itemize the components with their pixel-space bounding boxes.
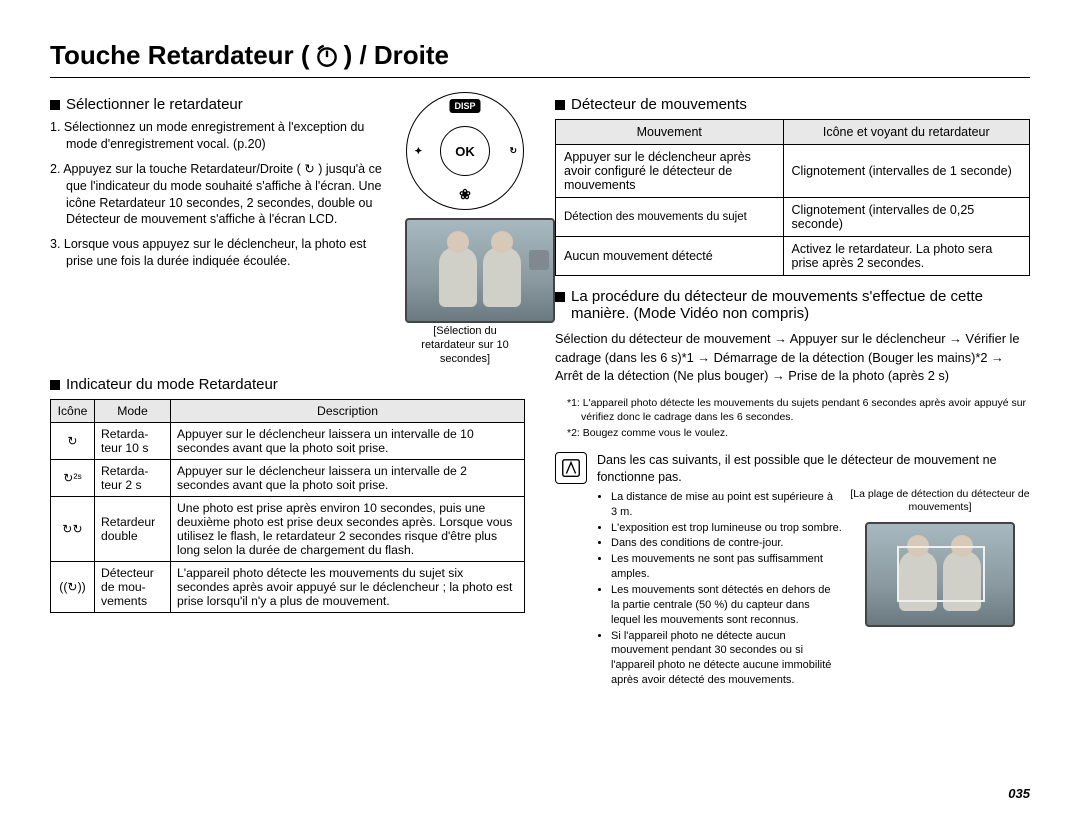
- bullet: Dans des conditions de contre-jour.: [611, 536, 842, 551]
- table-row: Détection des mouvements du sujet Cligno…: [556, 198, 1030, 237]
- mode-desc: Appuyer sur le déclencheur laissera un i…: [171, 423, 525, 460]
- mode-name: Retardeur double: [95, 497, 171, 562]
- mv-cell: Appuyer sur le déclencheur après avoir c…: [556, 145, 784, 198]
- th-mode: Mode: [95, 400, 171, 423]
- footnotes: *1: L'appareil photo détecte les mouveme…: [555, 396, 1030, 441]
- step-2: 2. Appuyez sur la touche Retardateur/Dro…: [50, 161, 395, 229]
- table-row: ↻²ˢ Retarda-teur 2 s Appuyer sur le décl…: [51, 460, 525, 497]
- mode-name: Retarda-teur 10 s: [95, 423, 171, 460]
- dial-ok: OK: [440, 126, 490, 176]
- mode-icon: ↻↻: [51, 497, 95, 562]
- footnote-2: *2: Bougez comme vous le voulez.: [567, 426, 1030, 440]
- mode-name: Détecteur de mou-vements: [95, 562, 171, 613]
- left-column: Sélectionner le retardateur 1. Sélection…: [50, 92, 525, 689]
- title-prefix: Touche Retardateur (: [50, 40, 310, 71]
- mode-desc: L'appareil photo détecte les mouvements …: [171, 562, 525, 613]
- mode-icon: ↻: [51, 423, 95, 460]
- bullet-icon: [555, 292, 565, 302]
- timer-icon: [314, 43, 340, 69]
- table-row: ↻ Retarda-teur 10 s Appuyer sur le décle…: [51, 423, 525, 460]
- section-motion: Détecteur de mouvements: [555, 96, 1030, 113]
- note-icon: [555, 452, 587, 484]
- mode-name: Retarda-teur 2 s: [95, 460, 171, 497]
- footnote-1: *1: L'appareil photo détecte les mouveme…: [567, 396, 1030, 424]
- bullet-icon: [555, 100, 565, 110]
- th-indicator: Icône et voyant du retardateur: [783, 120, 1029, 145]
- bullet-icon: [50, 380, 60, 390]
- bullet-icon: [50, 100, 60, 110]
- th-movement: Mouvement: [556, 120, 784, 145]
- section-indicator: Indicateur du mode Retardateur: [50, 376, 525, 393]
- title-suffix: ) / Droite: [344, 40, 449, 71]
- mode-icon: ((↻)): [51, 562, 95, 613]
- mode-table: Icône Mode Description ↻ Retarda-teur 10…: [50, 399, 525, 613]
- page-number: 035: [1008, 786, 1030, 801]
- dial-disp: DISP: [449, 99, 480, 113]
- bullet: Les mouvements ne sont pas suffisamment …: [611, 552, 842, 582]
- th-icon: Icône: [51, 400, 95, 423]
- dial-macro-icon: ❀: [459, 186, 471, 203]
- instructions: 1. Sélectionnez un mode enregistrement à…: [50, 119, 395, 270]
- mv-cell: Clignotement (intervalles de 0,25 second…: [783, 198, 1029, 237]
- step-1: 1. Sélectionnez un mode enregistrement à…: [50, 119, 395, 153]
- note-caption: [La plage de détection du détecteur de m…: [850, 488, 1030, 514]
- movement-table: Mouvement Icône et voyant du retardateur…: [555, 119, 1030, 276]
- mode-desc: Une photo est prise après environ 10 sec…: [171, 497, 525, 562]
- proc-text: La procédure du détecteur de mouvements …: [571, 288, 1030, 322]
- bullet: Les mouvements sont détectés en dehors d…: [611, 583, 842, 628]
- dial-flash-icon: ⯌: [415, 146, 422, 157]
- mode-icon: ↻²ˢ: [51, 460, 95, 497]
- proc-heading: La procédure du détecteur de mouvements …: [555, 288, 1030, 322]
- bullet: Si l'appareil photo ne détecte aucun mou…: [611, 629, 842, 688]
- note-intro: Dans les cas suivants, il est possible q…: [597, 452, 1030, 486]
- preview-caption-1: [Sélection du retardateur sur 10 seconde…: [405, 325, 525, 366]
- right-column: Détecteur de mouvements Mouvement Icône …: [555, 92, 1030, 689]
- dial-timer-icon: ↻: [509, 146, 517, 157]
- table-row: Aucun mouvement détecté Activez le retar…: [556, 237, 1030, 276]
- mv-cell: Détection des mouvements du sujet: [556, 198, 784, 237]
- table-row: Appuyer sur le déclencheur après avoir c…: [556, 145, 1030, 198]
- lcd-preview-1: [405, 218, 555, 323]
- table-row: ((↻)) Détecteur de mou-vements L'apparei…: [51, 562, 525, 613]
- control-dial: DISP ⯌ ↻ ❀ OK: [406, 92, 524, 210]
- heading-text: Détecteur de mouvements: [571, 96, 747, 113]
- mode-desc: Appuyer sur le déclencheur laissera un i…: [171, 460, 525, 497]
- th-desc: Description: [171, 400, 525, 423]
- lcd-preview-2: [865, 522, 1015, 627]
- mv-cell: Clignotement (intervalles de 1 seconde): [783, 145, 1029, 198]
- heading-text: Sélectionner le retardateur: [66, 96, 243, 113]
- note-bullets: La distance de mise au point est supérie…: [597, 490, 842, 689]
- heading-text: Indicateur du mode Retardateur: [66, 376, 278, 393]
- procedure-flow: Sélection du détecteur de mouvement → Ap…: [555, 330, 1030, 386]
- mv-cell: Aucun mouvement détecté: [556, 237, 784, 276]
- step-3: 3. Lorsque vous appuyez sur le déclenche…: [50, 236, 395, 270]
- page-title: Touche Retardateur ( ) / Droite: [50, 40, 1030, 78]
- section-select-timer: Sélectionner le retardateur: [50, 96, 395, 113]
- mv-cell: Activez le retardateur. La photo sera pr…: [783, 237, 1029, 276]
- bullet: La distance de mise au point est supérie…: [611, 490, 842, 520]
- bullet: L'exposition est trop lumineuse ou trop …: [611, 521, 842, 536]
- table-row: ↻↻ Retardeur double Une photo est prise …: [51, 497, 525, 562]
